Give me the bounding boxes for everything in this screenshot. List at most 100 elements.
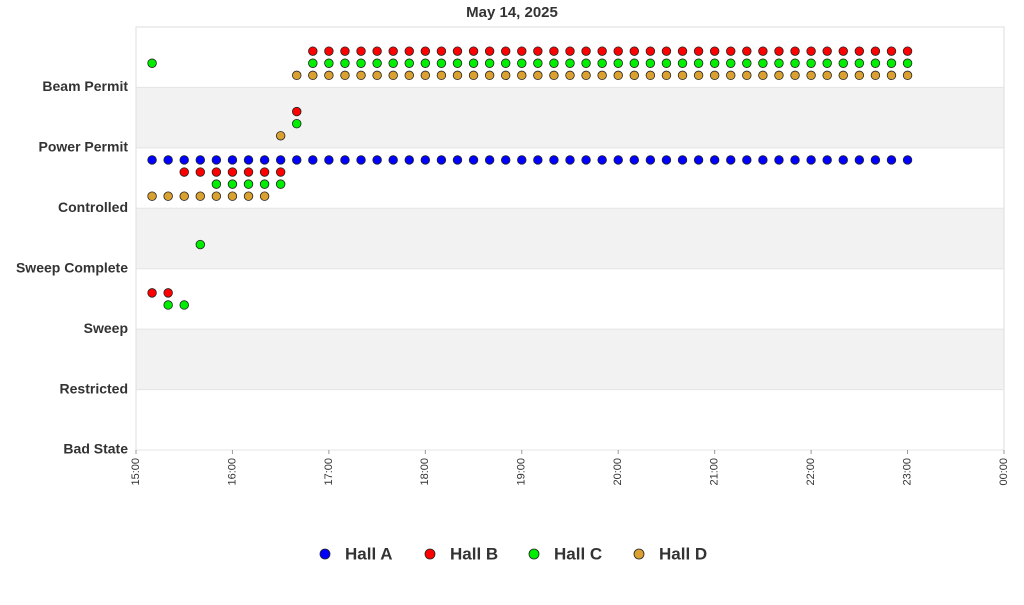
data-point: [565, 155, 575, 165]
data-point: [661, 155, 672, 165]
x-tick-label: 18:00: [419, 458, 431, 486]
data-point: [147, 288, 157, 298]
data-point: [484, 58, 495, 68]
data-point: [549, 58, 559, 68]
data-point: [806, 46, 816, 56]
legend-marker: [319, 548, 331, 560]
data-point: [211, 167, 222, 177]
data-point: [259, 155, 270, 165]
data-point: [420, 155, 431, 165]
data-point: [501, 58, 511, 68]
data-point: [195, 191, 205, 201]
data-point: [629, 46, 639, 56]
data-point: [533, 70, 543, 81]
data-point: [549, 70, 559, 81]
data-point: [854, 70, 865, 81]
data-point: [324, 46, 334, 56]
data-point: [902, 58, 913, 68]
data-point: [661, 46, 672, 56]
data-point: [484, 70, 495, 81]
legend-marker: [633, 548, 645, 560]
data-point: [179, 167, 189, 177]
data-point: [645, 46, 656, 56]
data-point: [726, 155, 736, 165]
data-point: [709, 46, 720, 56]
y-tick-label: Sweep Complete: [16, 259, 128, 275]
data-point: [533, 46, 543, 56]
y-tick-label: Restricted: [60, 380, 128, 396]
data-point: [243, 179, 254, 189]
data-point: [902, 155, 913, 165]
data-point: [613, 70, 623, 81]
data-point: [292, 106, 302, 117]
data-point: [677, 155, 688, 165]
data-point: [340, 70, 350, 81]
data-point: [726, 46, 736, 56]
data-point: [179, 300, 189, 310]
data-point: [742, 70, 752, 81]
data-point: [292, 155, 302, 165]
data-point: [902, 46, 913, 56]
data-point: [340, 155, 350, 165]
data-point: [806, 58, 816, 68]
data-point: [452, 155, 463, 165]
data-point: [468, 155, 479, 165]
data-point: [661, 70, 672, 81]
data-point: [308, 70, 318, 81]
data-point: [308, 46, 318, 56]
data-point: [356, 46, 366, 56]
data-point: [259, 191, 270, 201]
plot-band: [136, 208, 1004, 269]
data-point: [774, 46, 784, 56]
data-point: [581, 70, 591, 81]
data-point: [163, 288, 173, 298]
chart-title: May 14, 2025: [466, 4, 558, 21]
data-point: [404, 58, 414, 68]
data-point: [404, 46, 414, 56]
legend-label: Hall D: [659, 544, 707, 563]
data-point: [645, 70, 656, 81]
data-point: [404, 155, 414, 165]
y-tick-label: Bad State: [63, 441, 128, 457]
data-point: [227, 179, 238, 189]
data-point: [163, 191, 173, 201]
data-point: [211, 155, 222, 165]
data-point: [517, 46, 527, 56]
data-point: [501, 46, 511, 56]
data-point: [549, 155, 559, 165]
data-point: [774, 58, 784, 68]
data-point: [629, 70, 639, 81]
data-point: [565, 46, 575, 56]
data-point: [372, 46, 382, 56]
data-point: [693, 70, 704, 81]
data-point: [356, 70, 366, 81]
data-point: [275, 155, 286, 165]
data-point: [372, 58, 382, 68]
data-point: [822, 70, 832, 81]
data-point: [645, 155, 656, 165]
data-point: [838, 46, 848, 56]
data-point: [629, 155, 639, 165]
data-point: [420, 46, 431, 56]
data-point: [420, 58, 431, 68]
data-point: [693, 46, 704, 56]
data-point: [870, 58, 881, 68]
data-point: [838, 155, 848, 165]
data-point: [742, 155, 752, 165]
data-point: [661, 58, 672, 68]
data-point: [227, 167, 238, 177]
legend-label: Hall C: [554, 544, 602, 563]
data-point: [838, 58, 848, 68]
data-point: [517, 155, 527, 165]
data-point: [581, 155, 591, 165]
data-point: [854, 58, 865, 68]
data-point: [195, 167, 205, 177]
data-point: [790, 46, 800, 56]
legend-marker: [424, 548, 436, 560]
data-point: [709, 155, 720, 165]
data-point: [452, 46, 463, 56]
data-point: [227, 191, 238, 201]
data-point: [581, 46, 591, 56]
y-tick-label: Beam Permit: [42, 78, 128, 94]
data-point: [292, 118, 302, 129]
